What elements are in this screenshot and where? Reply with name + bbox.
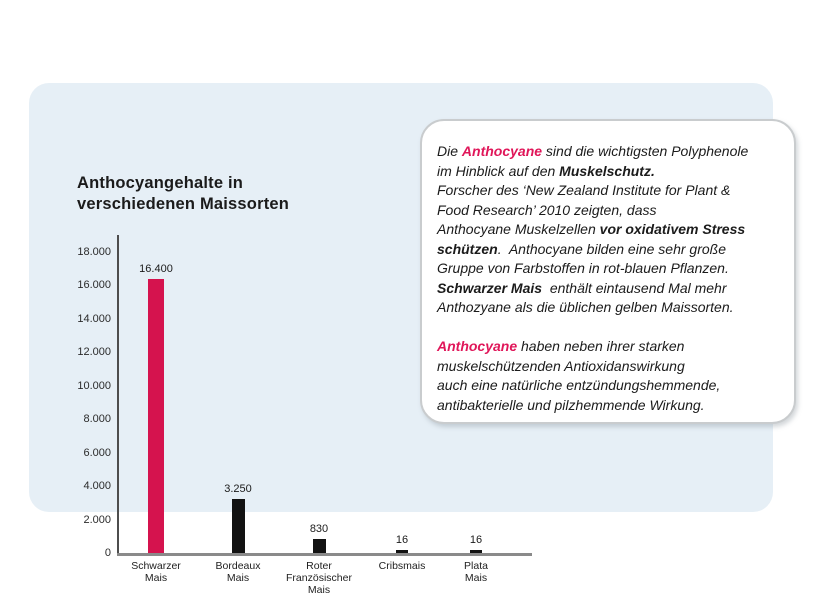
info-box-text: Die Anthocyane sind die wichtigsten Poly… <box>437 142 784 415</box>
bar-5 <box>470 550 482 553</box>
textbox-line: Die Anthocyane sind die wichtigsten Poly… <box>437 143 749 159</box>
bar-3 <box>312 539 326 553</box>
bar-1 <box>148 278 164 553</box>
x-category-label: Cribsmais <box>378 560 426 572</box>
y-tick-label: 12.000 <box>77 346 111 359</box>
x-category-label: Bordeaux Mais <box>215 560 261 584</box>
textbox-line: Food Research’ 2010 zeigten, dass <box>437 201 657 218</box>
textbox-line: schützen. Anthocyane bilden eine sehr gr… <box>437 240 726 257</box>
chart-title: Anthocyangehalte in verschiedenen Maisso… <box>77 174 290 213</box>
y-axis-line <box>117 235 119 553</box>
y-tick-label: 18.000 <box>77 246 111 258</box>
bar-2 <box>231 498 245 553</box>
y-tick-label: 8.000 <box>83 413 111 426</box>
x-category-label: Roter Französischer Mais <box>286 560 352 596</box>
textbox-line: im Hinblick auf den Muskelschutz. <box>437 162 655 179</box>
y-tick-label: 4.000 <box>83 480 111 493</box>
info-box: Die Anthocyane sind die wichtigsten Poly… <box>420 119 796 424</box>
textbox-line <box>437 318 784 338</box>
textbox-line: auch eine natürliche entzündungshemmende… <box>437 377 721 393</box>
bar-value-label: 16 <box>469 534 483 546</box>
y-tick-label: 0 <box>104 547 111 559</box>
x-axis-line <box>117 553 532 556</box>
y-tick-label: 2.000 <box>83 513 111 526</box>
bar-4 <box>396 550 408 553</box>
textbox-line: antibakterielle und pilzhemmende Wirkung… <box>437 396 705 413</box>
textbox-line: Anthocyane Muskelzellen vor oxidativem S… <box>437 221 746 237</box>
textbox-line: Gruppe von Farbstoffen in rot-blauen Pfl… <box>437 260 729 276</box>
textbox-line: Anthocyane haben neben ihrer starken <box>437 338 685 354</box>
y-tick-label: 10.000 <box>77 379 111 392</box>
textbox-line: Schwarzer Mais enthält eintausend Mal me… <box>437 279 727 296</box>
bar-value-label: 830 <box>309 523 329 536</box>
textbox-line: Forscher des ‘New Zealand Institute for … <box>437 182 731 198</box>
x-category-label: Plata Mais <box>464 560 488 584</box>
bar-value-label: 16 <box>395 534 409 546</box>
x-category-label: Schwarzer Mais <box>131 560 181 584</box>
y-tick-label: 14.000 <box>77 312 111 325</box>
y-tick-label: 6.000 <box>83 446 111 459</box>
bar-value-label: 3.250 <box>224 482 252 495</box>
bar-value-label: 16.400 <box>139 262 173 275</box>
textbox-line: Anthozyane als die üblichen gelben Maiss… <box>437 299 734 315</box>
y-tick-label: 16.000 <box>77 279 111 292</box>
textbox-line: muskelschützenden Antioxidanswirkung <box>437 357 685 374</box>
